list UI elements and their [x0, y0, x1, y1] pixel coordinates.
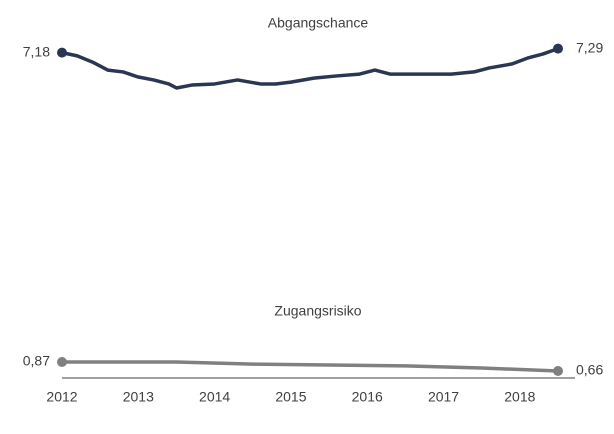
chart-title: Zugangsrisiko: [274, 303, 361, 319]
end-point: [553, 43, 563, 54]
end-point: [553, 366, 563, 377]
x-tick-label: 2013: [123, 389, 154, 405]
end-point: [57, 47, 67, 58]
x-tick-label: 2017: [428, 389, 459, 405]
x-tick-label: 2016: [352, 389, 383, 405]
line: [62, 360, 559, 373]
end-point: [57, 357, 67, 368]
x-tick-label: 2014: [199, 389, 230, 405]
chart-title: Abgangschance: [268, 15, 369, 31]
value-label: 0,66: [576, 362, 603, 378]
x-tick-label: 2012: [46, 389, 77, 405]
line: [61, 46, 559, 90]
value-label: 0,87: [23, 353, 50, 369]
value-label: 7,18: [23, 43, 50, 59]
x-tick-label: 2015: [275, 389, 306, 405]
x-tick-label: 2018: [504, 389, 535, 405]
value-label: 7,29: [576, 39, 603, 55]
